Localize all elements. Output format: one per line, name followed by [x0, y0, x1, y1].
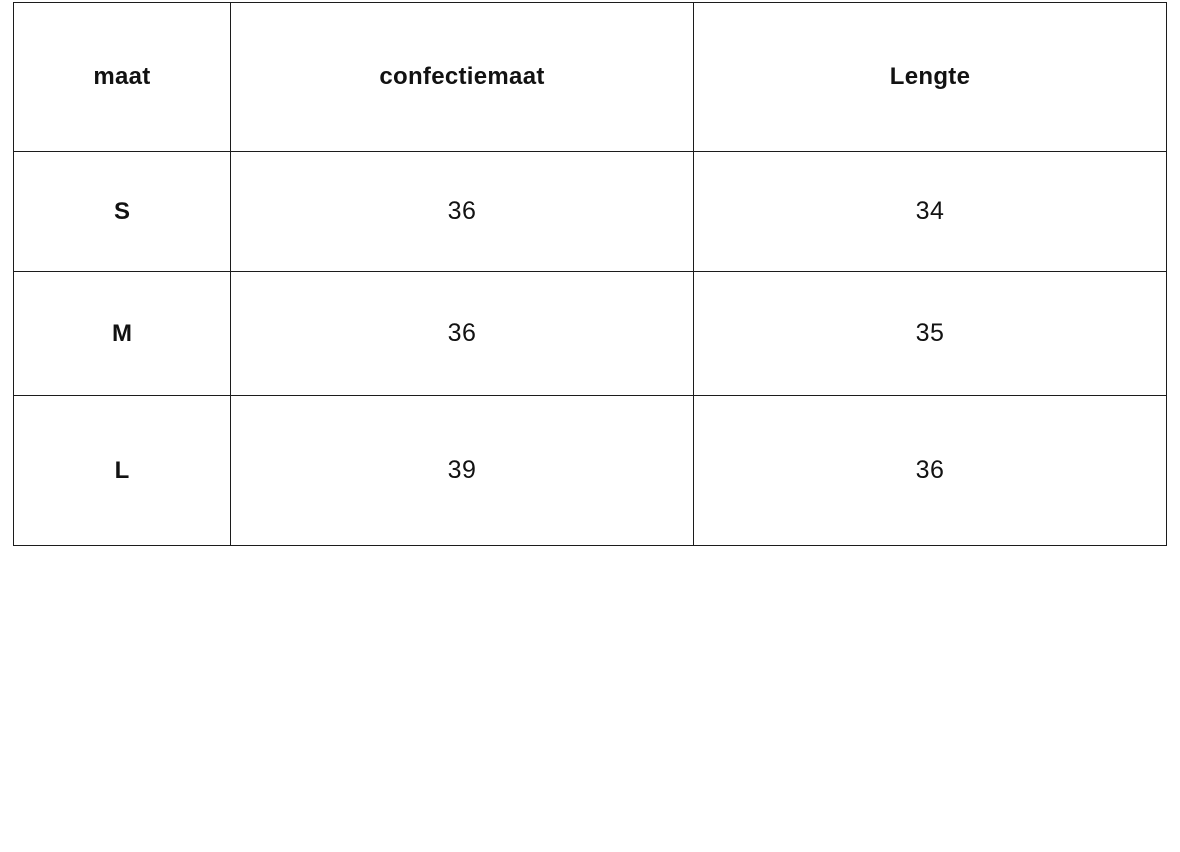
- table-row-m: M 36 35: [13, 271, 1167, 396]
- column-header-maat: maat: [13, 2, 231, 152]
- size-label-s: S: [13, 151, 231, 272]
- confectiemaat-value-m: 36: [230, 271, 694, 396]
- confectiemaat-value-l: 39: [230, 395, 694, 546]
- table-row-l: L 39 36: [13, 395, 1167, 546]
- lengte-value-s: 34: [693, 151, 1167, 272]
- confectiemaat-value-s: 36: [230, 151, 694, 272]
- size-chart-table: maat confectiemaat Lengte S 36 34 M 36 3…: [13, 2, 1167, 546]
- size-label-l: L: [13, 395, 231, 546]
- size-label-m: M: [13, 271, 231, 396]
- column-header-confectiemaat: confectiemaat: [230, 2, 694, 152]
- column-header-lengte: Lengte: [693, 2, 1167, 152]
- lengte-value-l: 36: [693, 395, 1167, 546]
- lengte-value-m: 35: [693, 271, 1167, 396]
- table-header-row: maat confectiemaat Lengte: [13, 2, 1167, 152]
- table-row-s: S 36 34: [13, 151, 1167, 272]
